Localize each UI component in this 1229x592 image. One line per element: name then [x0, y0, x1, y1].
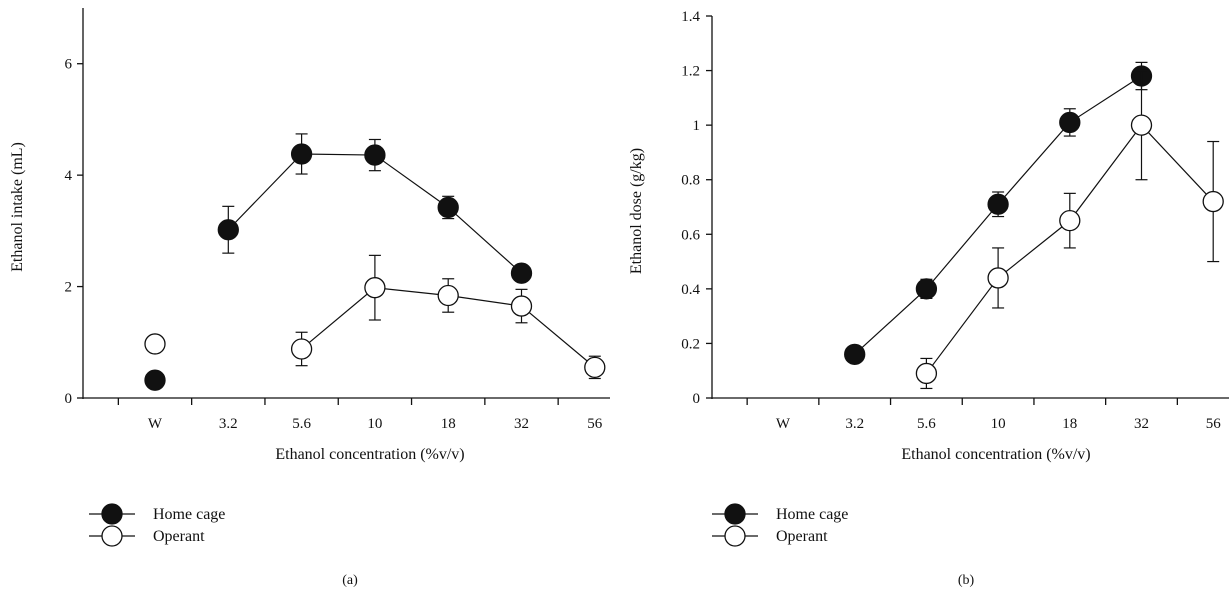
legend-item-operant: Operant	[89, 525, 205, 547]
x-tick-label: 10	[991, 416, 1006, 432]
y-tick-label: 0.2	[681, 336, 700, 352]
series-operant	[915, 69, 1224, 390]
data-point	[1130, 114, 1153, 136]
x-tick-label: 18	[1062, 416, 1077, 432]
x-tick-label: 3.2	[845, 416, 864, 432]
data-point	[437, 284, 459, 307]
data-point	[1059, 209, 1081, 232]
x-tick-label: 5.6	[917, 416, 936, 432]
data-point	[144, 369, 166, 391]
panel-label: (a)	[342, 573, 358, 588]
x-axis-title: Ethanol concentration (%v/v)	[901, 446, 1090, 463]
y-tick-label: 4	[65, 168, 73, 184]
data-point	[437, 196, 459, 219]
data-point	[844, 343, 866, 365]
legend-marker	[101, 503, 123, 525]
data-point	[364, 277, 386, 299]
x-tick-label: 5.6	[292, 416, 311, 432]
data-point	[1202, 190, 1224, 213]
panel-a: 0 2 4 6 W 3.2 5.6 10 18 32 56 Ethanol concentration…	[9, 8, 610, 588]
x-tick-label: 32	[1134, 416, 1149, 432]
data-point	[217, 219, 239, 241]
panel-b: 0 0.2 0.4 0.6 0.8 1 1.2 1.4 W 3.2 5.6 10 18 32 56 Ethan…	[628, 9, 1229, 588]
legend-marker	[724, 503, 746, 525]
data-point	[987, 193, 1009, 215]
x-tick-label: 56	[1206, 416, 1222, 432]
panel-label: (b)	[958, 573, 975, 588]
x-tick-label: 3.2	[219, 416, 238, 432]
data-point	[364, 144, 386, 166]
data-point	[987, 267, 1009, 289]
data-point	[144, 333, 166, 355]
data-point	[915, 278, 938, 300]
y-tick-label: 0.8	[681, 173, 700, 189]
data-point	[510, 295, 533, 317]
data-point	[584, 356, 606, 379]
y-axis-title: Ethanol dose (g/kg)	[628, 148, 645, 274]
legend-label: Home cage	[153, 506, 225, 523]
x-tick-label: 10	[367, 416, 382, 432]
x-tick-label: W	[776, 416, 791, 432]
legend-label: Operant	[776, 528, 828, 545]
y-tick-label: 0.4	[681, 282, 700, 298]
x-tick-label: 56	[587, 416, 603, 432]
x-axis-title: Ethanol concentration (%v/v)	[275, 446, 464, 463]
data-point	[1059, 111, 1081, 134]
y-tick-label: 0	[693, 391, 701, 407]
legend-item-home-cage: Home cage	[712, 503, 848, 525]
y-axis-title: Ethanol intake (mL)	[9, 142, 26, 272]
data-point	[290, 338, 313, 360]
y-tick-label: 0.6	[681, 227, 700, 243]
y-tick-label: 6	[65, 57, 73, 73]
series-operant	[144, 254, 606, 380]
legend-label: Home cage	[776, 506, 848, 523]
x-tick-label: W	[148, 416, 163, 432]
series-home-cage	[144, 133, 533, 391]
legend-item-home-cage: Home cage	[89, 503, 225, 525]
series-home-cage	[844, 61, 1153, 365]
y-tick-label: 1	[693, 118, 701, 134]
legend-marker	[724, 525, 746, 547]
x-tick-label: 32	[514, 416, 529, 432]
legend-marker	[101, 525, 123, 547]
data-point	[290, 143, 313, 165]
y-tick-label: 1.2	[681, 64, 700, 80]
y-tick-label: 1.4	[681, 9, 700, 25]
legend-item-operant: Operant	[712, 525, 828, 547]
data-point	[510, 262, 533, 284]
legend-label: Operant	[153, 528, 205, 545]
series-line	[925, 124, 1214, 374]
y-tick-label: 2	[65, 280, 73, 296]
x-tick-label: 18	[441, 416, 456, 432]
data-point	[915, 362, 938, 385]
y-tick-label: 0	[65, 391, 73, 407]
